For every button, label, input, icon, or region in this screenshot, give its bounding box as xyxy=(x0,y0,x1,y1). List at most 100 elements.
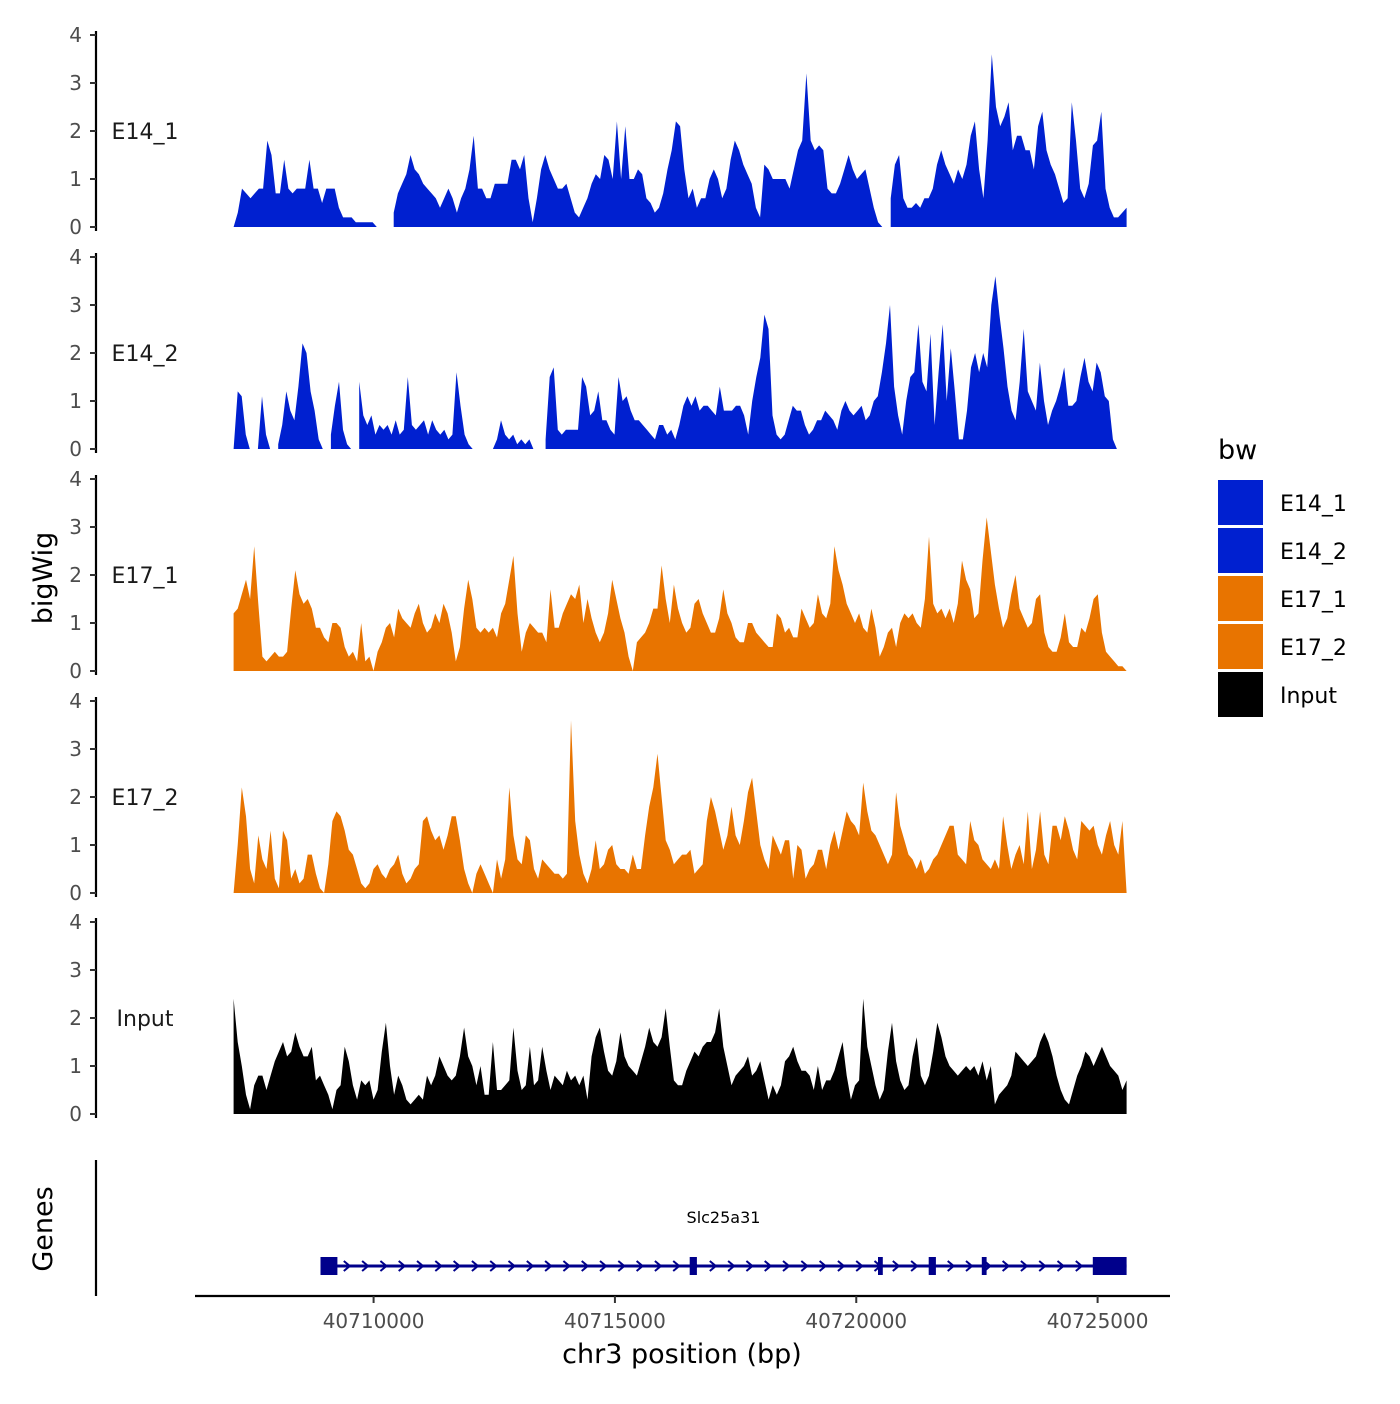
legend-title: bw xyxy=(1218,435,1257,466)
track-label-E17_1: E17_1 xyxy=(112,564,179,589)
legend-swatch-E17_1 xyxy=(1218,576,1263,621)
x-tick-label: 40720000 xyxy=(805,1309,907,1333)
coverage-area-E17_1 xyxy=(233,517,1127,671)
y-tick-label: 1 xyxy=(69,833,82,857)
track-E14_1: 0 1 2 3 4 E14_1 xyxy=(69,23,1127,239)
strand-arrow xyxy=(617,1260,626,1272)
strand-arrow xyxy=(800,1260,809,1272)
coverage-area-E14_2 xyxy=(278,343,323,449)
coverage-area-E14_2 xyxy=(545,276,1117,449)
x-tick-label: 40710000 xyxy=(323,1309,425,1333)
legend-swatch-E17_2 xyxy=(1218,624,1263,669)
track-E14_2: 0 1 2 3 4 E14_2 xyxy=(69,245,1117,461)
legend-label-E14_2: E14_2 xyxy=(1280,540,1347,565)
gene-exon xyxy=(320,1257,338,1275)
strand-arrow xyxy=(361,1260,370,1272)
coverage-area-E14_2 xyxy=(492,420,534,449)
y-tick-label: 4 xyxy=(69,245,82,269)
x-tick-label: 40715000 xyxy=(564,1309,666,1333)
strand-arrow xyxy=(1075,1260,1084,1272)
coverage-area-E14_2 xyxy=(257,396,271,449)
strand-arrow xyxy=(764,1260,773,1272)
gene-panel: Genes Slc25a31 xyxy=(28,1160,1127,1296)
gene-panel-title: Genes xyxy=(28,1186,59,1271)
coverage-area-E14_1 xyxy=(890,54,1127,228)
gene-exon xyxy=(878,1257,883,1275)
strand-arrow xyxy=(727,1260,736,1272)
strand-arrow xyxy=(654,1260,663,1272)
strand-arrow xyxy=(434,1260,443,1272)
tracks-group: 0 1 2 3 4 E14_1 0 1 2 3 4 E14_2 0 1 2 3 4 E17_1 0 1 2 3 4 E17_2… xyxy=(69,23,1127,1126)
legend-swatch-E14_2 xyxy=(1218,528,1263,573)
coverage-area-E14_2 xyxy=(330,381,352,449)
legend-label-Input: Input xyxy=(1280,684,1337,709)
strand-arrow xyxy=(818,1260,828,1272)
y-tick-label: 2 xyxy=(69,119,82,143)
strand-arrow xyxy=(507,1260,517,1272)
gene-model xyxy=(320,1257,1127,1275)
coverage-area-E14_1 xyxy=(233,140,377,227)
strand-arrow xyxy=(343,1260,352,1272)
y-axis-title: bigWig xyxy=(28,532,59,625)
y-tick-label: 3 xyxy=(69,958,82,982)
x-axis-title: chr3 position (bp) xyxy=(562,1339,802,1370)
strand-arrow xyxy=(1001,1260,1011,1272)
strand-arrow xyxy=(544,1260,553,1272)
x-tick-label: 40725000 xyxy=(1047,1309,1149,1333)
y-tick-label: 1 xyxy=(69,389,82,413)
gene-name-label: Slc25a31 xyxy=(687,1208,761,1227)
strand-arrow xyxy=(910,1260,919,1272)
y-tick-label: 4 xyxy=(69,689,82,713)
strand-arrow xyxy=(398,1260,407,1272)
strand-arrow xyxy=(855,1260,864,1272)
strand-arrow xyxy=(526,1260,535,1272)
strand-arrow xyxy=(672,1260,681,1272)
y-tick-label: 0 xyxy=(69,659,82,683)
y-tick-label: 3 xyxy=(69,293,82,317)
y-tick-label: 0 xyxy=(69,881,82,905)
strand-arrow xyxy=(709,1260,718,1272)
legend: bw E14_1 E14_2 E17_1 E17_2 Input xyxy=(1218,435,1347,717)
gene-exon xyxy=(981,1257,987,1275)
strand-arrow xyxy=(1020,1260,1029,1272)
y-tick-label: 4 xyxy=(69,23,82,47)
gene-exon xyxy=(928,1257,936,1275)
strand-arrow xyxy=(471,1260,480,1272)
coverage-area-E17_2 xyxy=(233,720,1127,893)
gene-exon xyxy=(689,1257,697,1275)
y-tick-label: 1 xyxy=(69,611,82,635)
strand-arrow xyxy=(782,1260,791,1272)
strand-arrow xyxy=(416,1260,425,1272)
strand-arrow xyxy=(745,1260,754,1272)
strand-arrow xyxy=(1056,1260,1066,1272)
coverage-area-E14_2 xyxy=(233,391,250,449)
gene-exon xyxy=(1092,1257,1127,1275)
track-label-Input: Input xyxy=(117,1007,174,1032)
y-tick-label: 1 xyxy=(69,1054,82,1078)
y-tick-label: 2 xyxy=(69,1006,82,1030)
y-tick-label: 2 xyxy=(69,341,82,365)
coverage-area-E14_1 xyxy=(393,73,883,228)
strand-arrow xyxy=(581,1260,590,1272)
track-E17_2: 0 1 2 3 4 E17_2 xyxy=(69,689,1127,905)
track-label-E14_1: E14_1 xyxy=(112,120,179,145)
legend-swatch-E14_1 xyxy=(1218,480,1263,525)
x-axis: 40710000 40715000 40720000 40725000 xyxy=(195,1294,1170,1333)
y-tick-label: 4 xyxy=(69,910,82,934)
coverage-area-Input xyxy=(233,998,1127,1114)
y-tick-label: 3 xyxy=(69,737,82,761)
y-tick-label: 2 xyxy=(69,563,82,587)
strand-arrow xyxy=(562,1260,571,1272)
strand-arrow xyxy=(489,1260,498,1272)
y-tick-label: 4 xyxy=(69,467,82,491)
y-tick-label: 1 xyxy=(69,167,82,191)
track-E17_1: 0 1 2 3 4 E17_1 xyxy=(69,467,1127,683)
strand-arrow xyxy=(947,1260,956,1272)
strand-arrow xyxy=(892,1260,901,1272)
strand-arrow xyxy=(635,1260,645,1272)
strand-arrow xyxy=(599,1260,608,1272)
strand-arrow xyxy=(837,1260,846,1272)
strand-arrow xyxy=(379,1260,388,1272)
